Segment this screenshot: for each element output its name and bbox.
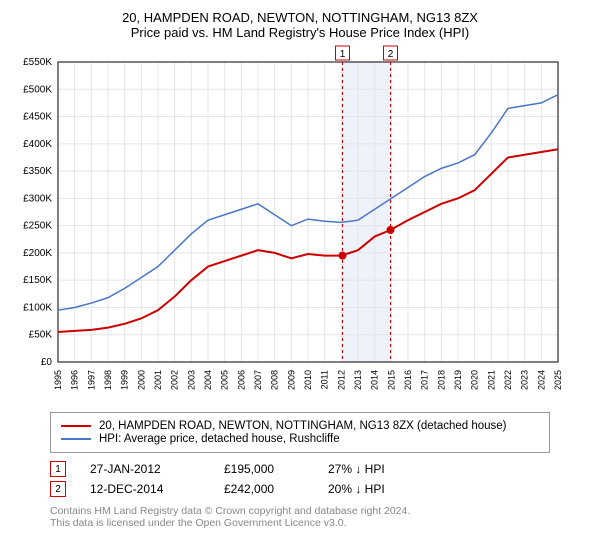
- svg-text:2014: 2014: [370, 370, 380, 390]
- svg-text:£200K: £200K: [23, 248, 52, 259]
- legend-swatch: [61, 438, 91, 440]
- event-date: 27-JAN-2012: [90, 462, 200, 476]
- chart-title-line1: 20, HAMPDEN ROAD, NEWTON, NOTTINGHAM, NG…: [10, 10, 590, 25]
- event-row: 1 27-JAN-2012 £195,000 27% ↓ HPI: [50, 461, 590, 477]
- svg-text:£150K: £150K: [23, 275, 52, 286]
- footer-line2: This data is licensed under the Open Gov…: [50, 517, 590, 529]
- svg-text:2: 2: [388, 49, 394, 60]
- svg-text:2008: 2008: [270, 370, 280, 390]
- svg-text:2017: 2017: [420, 370, 430, 390]
- svg-text:1999: 1999: [120, 370, 130, 390]
- svg-text:2023: 2023: [520, 370, 530, 390]
- event-row: 2 12-DEC-2014 £242,000 20% ↓ HPI: [50, 481, 590, 497]
- svg-text:2010: 2010: [303, 370, 313, 390]
- svg-text:2000: 2000: [136, 370, 146, 390]
- legend-item: 20, HAMPDEN ROAD, NEWTON, NOTTINGHAM, NG…: [61, 420, 539, 432]
- svg-text:2021: 2021: [486, 370, 496, 390]
- svg-text:2006: 2006: [236, 370, 246, 390]
- svg-text:1995: 1995: [53, 370, 63, 390]
- svg-text:£250K: £250K: [23, 221, 52, 232]
- svg-text:1998: 1998: [103, 370, 113, 390]
- footer-line1: Contains HM Land Registry data © Crown c…: [50, 505, 590, 517]
- svg-text:2005: 2005: [220, 370, 230, 390]
- svg-text:£450K: £450K: [23, 112, 52, 123]
- svg-text:1996: 1996: [70, 370, 80, 390]
- legend-label: 20, HAMPDEN ROAD, NEWTON, NOTTINGHAM, NG…: [99, 420, 507, 432]
- svg-text:£50K: £50K: [29, 330, 53, 341]
- svg-text:2012: 2012: [336, 370, 346, 390]
- svg-text:2024: 2024: [536, 370, 546, 390]
- svg-text:2019: 2019: [453, 370, 463, 390]
- svg-text:£500K: £500K: [23, 84, 52, 95]
- svg-text:2018: 2018: [436, 370, 446, 390]
- svg-text:2004: 2004: [203, 370, 213, 390]
- svg-text:2009: 2009: [286, 370, 296, 390]
- svg-text:2007: 2007: [253, 370, 263, 390]
- svg-text:2001: 2001: [153, 370, 163, 390]
- svg-text:1: 1: [340, 49, 346, 60]
- svg-text:£300K: £300K: [23, 193, 52, 204]
- line-chart: £0 £50K £100K £150K £200K £250K £300K £350K £400…: [10, 44, 570, 404]
- event-delta: 27% ↓ HPI: [328, 462, 385, 476]
- svg-text:2016: 2016: [403, 370, 413, 390]
- legend-label: HPI: Average price, detached house, Rush…: [99, 433, 340, 445]
- svg-text:2013: 2013: [353, 370, 363, 390]
- svg-text:2015: 2015: [386, 370, 396, 390]
- svg-text:1997: 1997: [86, 370, 96, 390]
- svg-text:£0: £0: [41, 357, 53, 368]
- event-price: £242,000: [224, 482, 304, 496]
- title-block: 20, HAMPDEN ROAD, NEWTON, NOTTINGHAM, NG…: [10, 10, 590, 40]
- legend-swatch: [61, 425, 91, 427]
- chart-title-line2: Price paid vs. HM Land Registry's House …: [10, 25, 590, 40]
- svg-text:£100K: £100K: [23, 302, 52, 313]
- svg-text:£550K: £550K: [23, 57, 52, 68]
- event-marker-2: 2: [50, 481, 66, 497]
- svg-text:2025: 2025: [553, 370, 563, 390]
- event-delta: 20% ↓ HPI: [328, 482, 385, 496]
- footer-credits: Contains HM Land Registry data © Crown c…: [50, 505, 590, 529]
- chart-container: £0 £50K £100K £150K £200K £250K £300K £350K £400…: [10, 44, 590, 404]
- event-date: 12-DEC-2014: [90, 482, 200, 496]
- svg-text:2003: 2003: [186, 370, 196, 390]
- event-price: £195,000: [224, 462, 304, 476]
- events-table: 1 27-JAN-2012 £195,000 27% ↓ HPI 2 12-DE…: [50, 461, 590, 497]
- svg-text:2022: 2022: [503, 370, 513, 390]
- svg-text:2002: 2002: [170, 370, 180, 390]
- legend: 20, HAMPDEN ROAD, NEWTON, NOTTINGHAM, NG…: [50, 412, 550, 453]
- svg-text:2011: 2011: [320, 370, 330, 389]
- svg-text:£400K: £400K: [23, 139, 52, 150]
- svg-text:2020: 2020: [470, 370, 480, 390]
- svg-text:£350K: £350K: [23, 166, 52, 177]
- event-marker-1: 1: [50, 461, 66, 477]
- legend-item: HPI: Average price, detached house, Rush…: [61, 433, 539, 445]
